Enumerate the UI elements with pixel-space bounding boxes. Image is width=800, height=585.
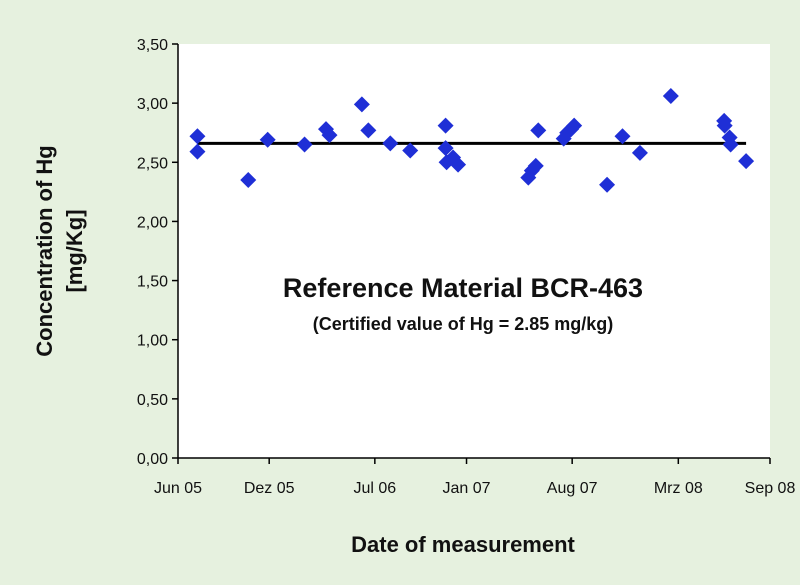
- y-tick-label: 2,50: [137, 155, 168, 172]
- chart-title: Reference Material BCR-463: [283, 273, 643, 303]
- data-point: [189, 143, 206, 160]
- data-point: [402, 142, 419, 159]
- data-point: [716, 117, 733, 134]
- data-point: [259, 131, 276, 148]
- y-tick-label: 3,50: [137, 37, 168, 54]
- data-point: [530, 122, 547, 139]
- x-tick-label: Jun 05: [154, 480, 202, 497]
- plot-area: [178, 44, 770, 458]
- x-axis-title: Date of measurement: [351, 532, 575, 557]
- data-point: [321, 127, 338, 144]
- y-tick-label: 1,00: [137, 333, 168, 350]
- data-point: [662, 88, 679, 105]
- data-point: [437, 117, 454, 134]
- data-point: [631, 144, 648, 161]
- chart-subtitle: (Certified value of Hg = 2.85 mg/kg): [313, 314, 614, 334]
- x-tick-label: Mrz 08: [654, 480, 703, 497]
- data-point: [738, 153, 755, 170]
- data-point: [599, 176, 616, 193]
- x-tick-label: Jan 07: [443, 480, 491, 497]
- y-tick-label: 0,50: [137, 392, 168, 409]
- y-tick-label: 0,00: [137, 451, 168, 468]
- y-tick-label: 2,00: [137, 214, 168, 231]
- data-point: [566, 117, 583, 134]
- data-point: [353, 96, 370, 113]
- data-point: [437, 140, 454, 157]
- data-point: [360, 122, 377, 139]
- x-tick-label: Dez 05: [244, 480, 295, 497]
- y-tick-label: 3,00: [137, 96, 168, 113]
- data-point: [722, 136, 739, 153]
- data-point: [614, 128, 631, 145]
- data-point: [189, 128, 206, 145]
- x-tick-label: Jul 06: [353, 480, 396, 497]
- data-point: [527, 157, 544, 174]
- data-point: [382, 135, 399, 152]
- y-axis-title-line1: Concentration of Hg: [32, 145, 57, 356]
- data-point: [450, 156, 467, 173]
- y-tick-label: 1,50: [137, 274, 168, 291]
- data-point: [240, 172, 257, 189]
- x-tick-label: Aug 07: [547, 480, 598, 497]
- y-axis-title-line2: [mg/Kg]: [62, 209, 87, 292]
- data-point: [296, 136, 313, 153]
- x-tick-label: Sep 08: [745, 480, 796, 497]
